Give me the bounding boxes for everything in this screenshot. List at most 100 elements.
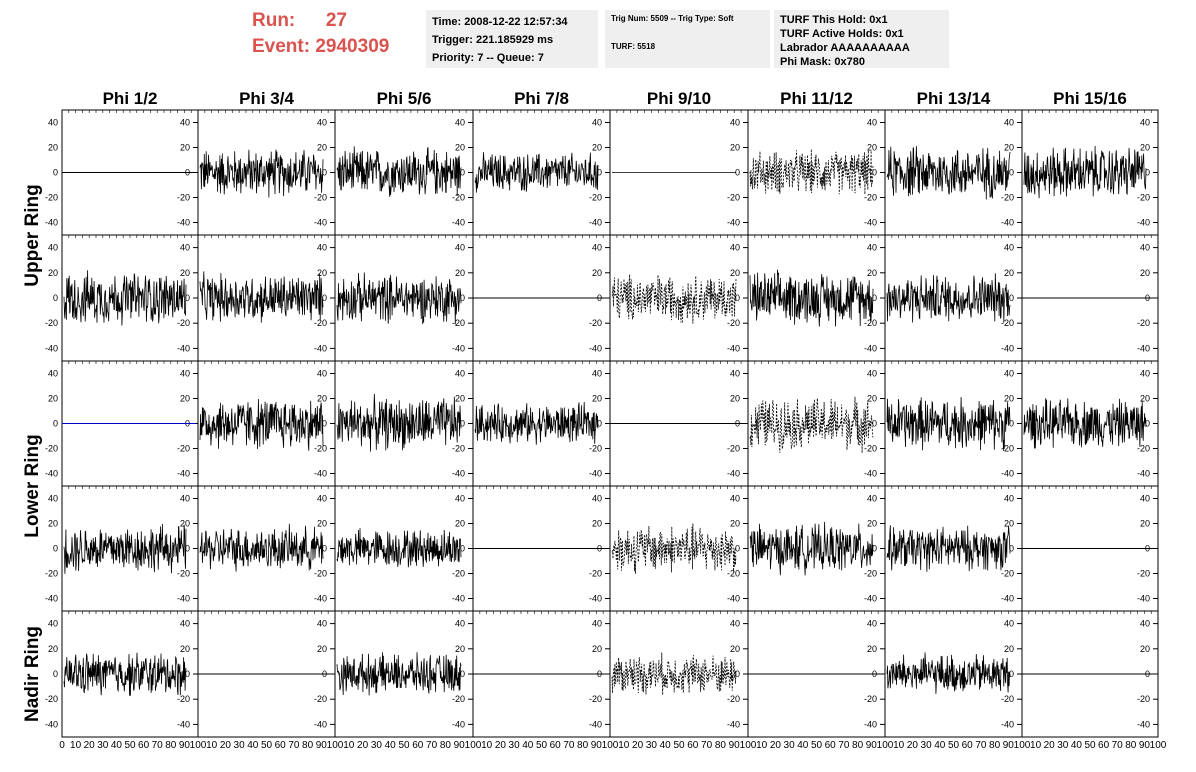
x-tick-label: 30 xyxy=(921,740,933,751)
x-tick-label: 20 xyxy=(84,740,96,751)
y-tick-label: 40 xyxy=(730,243,740,253)
y-tick-label: -40 xyxy=(864,343,877,353)
y-tick-label: 20 xyxy=(180,519,190,529)
y-tick-label-left: 20 xyxy=(48,143,58,153)
x-tick-label: 40 xyxy=(247,740,259,751)
y-tick-label: -20 xyxy=(177,318,190,328)
waveform-trace xyxy=(1023,398,1147,449)
y-tick-label: 0 xyxy=(872,293,877,303)
y-tick-label: -20 xyxy=(589,694,602,704)
y-tick-label-left: 40 xyxy=(48,494,58,504)
y-tick-label: -20 xyxy=(1137,694,1150,704)
y-tick-label: 40 xyxy=(317,619,327,629)
x-tick-label: 90 xyxy=(591,740,603,751)
y-tick-label: -20 xyxy=(1001,444,1014,454)
waveform-trace xyxy=(63,652,187,696)
y-tick-label: 40 xyxy=(1140,494,1150,504)
y-tick-label: -40 xyxy=(589,218,602,228)
y-tick-label: 40 xyxy=(317,243,327,253)
column-title: Phi 9/10 xyxy=(647,89,711,108)
y-tick-label: -40 xyxy=(177,218,190,228)
y-tick-label: 40 xyxy=(455,494,465,504)
x-tick-label: 80 xyxy=(1125,740,1137,751)
y-tick-label-left: 40 xyxy=(48,243,58,253)
y-tick-label: 40 xyxy=(867,243,877,253)
y-tick-label: 20 xyxy=(317,268,327,278)
x-tick-label: 10 xyxy=(893,740,905,751)
y-tick-label: -20 xyxy=(864,318,877,328)
y-tick-label: -40 xyxy=(1001,343,1014,353)
y-tick-label: 20 xyxy=(592,519,602,529)
x-tick-label: 60 xyxy=(412,740,424,751)
x-tick-label: 10 xyxy=(756,740,768,751)
x-tick-label: 30 xyxy=(234,740,246,751)
y-tick-label: -40 xyxy=(1137,719,1150,729)
y-tick-label: 40 xyxy=(592,494,602,504)
y-tick-label: -40 xyxy=(589,343,602,353)
y-tick-label: 20 xyxy=(1140,143,1150,153)
y-tick-label: -20 xyxy=(1137,193,1150,203)
x-tick-label: 50 xyxy=(398,740,410,751)
y-tick-label: -40 xyxy=(1001,719,1014,729)
y-tick-label: 20 xyxy=(455,519,465,529)
y-tick-label: -20 xyxy=(177,694,190,704)
y-tick-label: 0 xyxy=(735,544,740,554)
x-tick-label: 40 xyxy=(1071,740,1083,751)
x-tick-label: 100 xyxy=(465,740,482,751)
waveform-trace xyxy=(336,393,462,452)
y-tick-label: 40 xyxy=(592,118,602,128)
y-tick-label: 40 xyxy=(317,494,327,504)
y-tick-label: 20 xyxy=(730,268,740,278)
x-tick-label: 70 xyxy=(563,740,575,751)
row-title: Upper Ring xyxy=(22,184,43,286)
y-tick-label: 0 xyxy=(1145,168,1150,178)
x-tick-label: 80 xyxy=(852,740,864,751)
y-tick-label: -40 xyxy=(589,594,602,604)
y-tick-label: 0 xyxy=(735,293,740,303)
column-title: Phi 13/14 xyxy=(917,89,991,108)
y-tick-label: -20 xyxy=(1137,318,1150,328)
x-tick-label: 50 xyxy=(261,740,273,751)
y-tick-label-left: 0 xyxy=(53,293,58,303)
y-tick-label-left: 0 xyxy=(53,419,58,429)
y-tick-label: -40 xyxy=(177,594,190,604)
x-tick-label: 30 xyxy=(784,740,796,751)
y-tick-label: 40 xyxy=(867,369,877,379)
trig-num-text: Trig Num: 5509 -- Trig Type: Soft xyxy=(611,14,734,23)
x-tick-label: 60 xyxy=(138,740,150,751)
x-tick-label: 20 xyxy=(1044,740,1056,751)
y-tick-label: 40 xyxy=(730,619,740,629)
y-tick-label: 0 xyxy=(460,293,465,303)
x-tick-label: 50 xyxy=(124,740,136,751)
y-tick-label: 0 xyxy=(872,544,877,554)
waveform-trace xyxy=(63,523,187,574)
y-tick-label: -20 xyxy=(589,318,602,328)
y-tick-label: -40 xyxy=(1001,594,1014,604)
x-tick-label: 70 xyxy=(152,740,164,751)
y-tick-label: 40 xyxy=(180,619,190,629)
y-tick-label: -20 xyxy=(727,444,740,454)
x-tick-label: 100 xyxy=(602,740,619,751)
y-tick-label: 40 xyxy=(455,243,465,253)
waveform-trace xyxy=(199,149,324,198)
y-tick-label: 0 xyxy=(460,544,465,554)
y-tick-label: 40 xyxy=(592,619,602,629)
x-tick-label: 70 xyxy=(701,740,713,751)
y-tick-label: -20 xyxy=(727,569,740,579)
y-tick-label: -40 xyxy=(452,594,465,604)
y-tick-label: -20 xyxy=(589,193,602,203)
run-value: 27 xyxy=(325,10,347,31)
y-tick-label: 20 xyxy=(867,519,877,529)
event-row: Event: 2940309 xyxy=(252,34,420,60)
waveform-trace xyxy=(611,274,737,324)
y-tick-label: -20 xyxy=(1137,569,1150,579)
waveform-trace xyxy=(336,652,462,696)
x-tick-label: 70 xyxy=(288,740,300,751)
y-tick-label: 0 xyxy=(1009,669,1014,679)
y-tick-label: 20 xyxy=(455,644,465,654)
x-tick-label: 10 xyxy=(70,740,82,751)
y-tick-label: -40 xyxy=(1137,218,1150,228)
y-tick-label: 20 xyxy=(317,644,327,654)
turf-this-hold-text: TURF This Hold: 0x1 xyxy=(780,14,888,26)
y-tick-label-left: 40 xyxy=(48,118,58,128)
